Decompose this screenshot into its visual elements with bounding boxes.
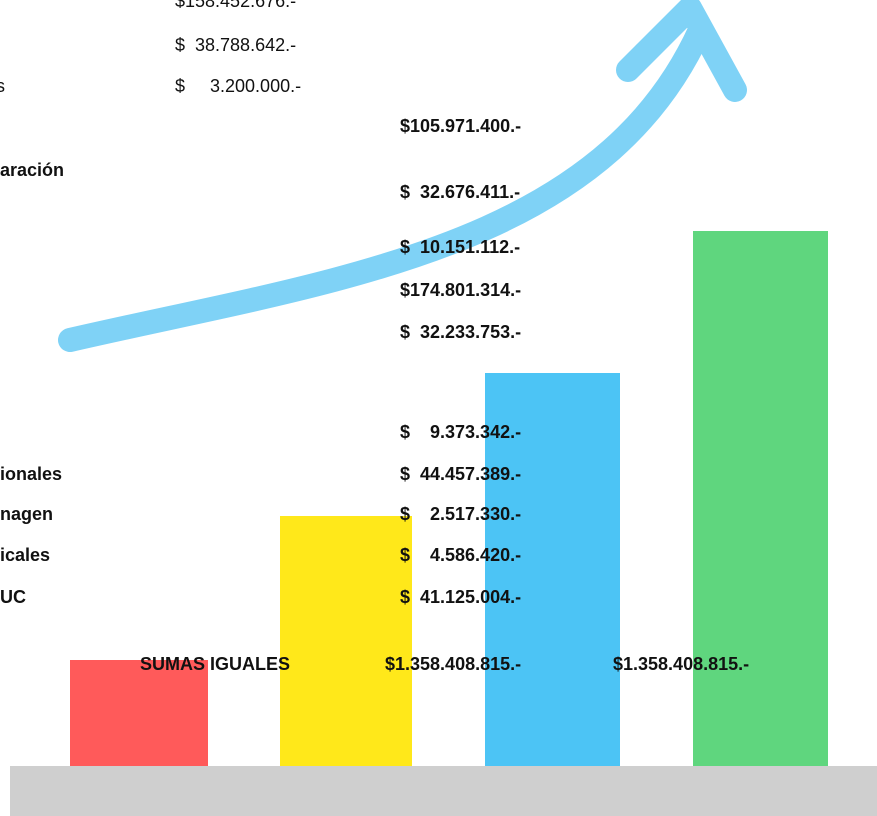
amount: $ 4.586.420.- bbox=[400, 544, 521, 566]
amount: $ 38.788.642.- bbox=[175, 34, 296, 56]
amount: $105.971.400.- bbox=[400, 115, 521, 137]
amount: $ 32.233.753.- bbox=[400, 321, 521, 343]
amount: $ 10.151.112.- bbox=[400, 236, 520, 258]
amount: $158.452.676.- bbox=[175, 0, 296, 12]
amount: $ 32.676.411.- bbox=[400, 181, 520, 203]
arrow-line bbox=[70, 30, 700, 340]
yellow-bar bbox=[280, 516, 412, 766]
label: nagen bbox=[0, 503, 53, 525]
page: $158.452.676.- $ 38.788.642.- s $ 3.200.… bbox=[0, 0, 877, 816]
label: icales bbox=[0, 544, 50, 566]
total-debit: $1.358.408.815.- bbox=[385, 653, 521, 675]
label: aración bbox=[0, 159, 64, 181]
amount: $ 9.373.342.- bbox=[400, 421, 521, 443]
amount: $ 3.200.000.- bbox=[175, 75, 301, 97]
amount: $ 41.125.004.- bbox=[400, 586, 521, 608]
base bbox=[10, 766, 877, 816]
totals-label: SUMAS IGUALES bbox=[140, 653, 290, 675]
label: s bbox=[0, 75, 5, 97]
label: ionales bbox=[0, 463, 62, 485]
total-credit: $1.358.408.815.- bbox=[613, 653, 749, 675]
amount: $ 44.457.389.- bbox=[400, 463, 521, 485]
label: UC bbox=[0, 586, 26, 608]
amount: $ 2.517.330.- bbox=[400, 503, 521, 525]
red-bar bbox=[70, 660, 208, 766]
amount: $174.801.314.- bbox=[400, 279, 521, 301]
green-bar bbox=[693, 231, 828, 766]
